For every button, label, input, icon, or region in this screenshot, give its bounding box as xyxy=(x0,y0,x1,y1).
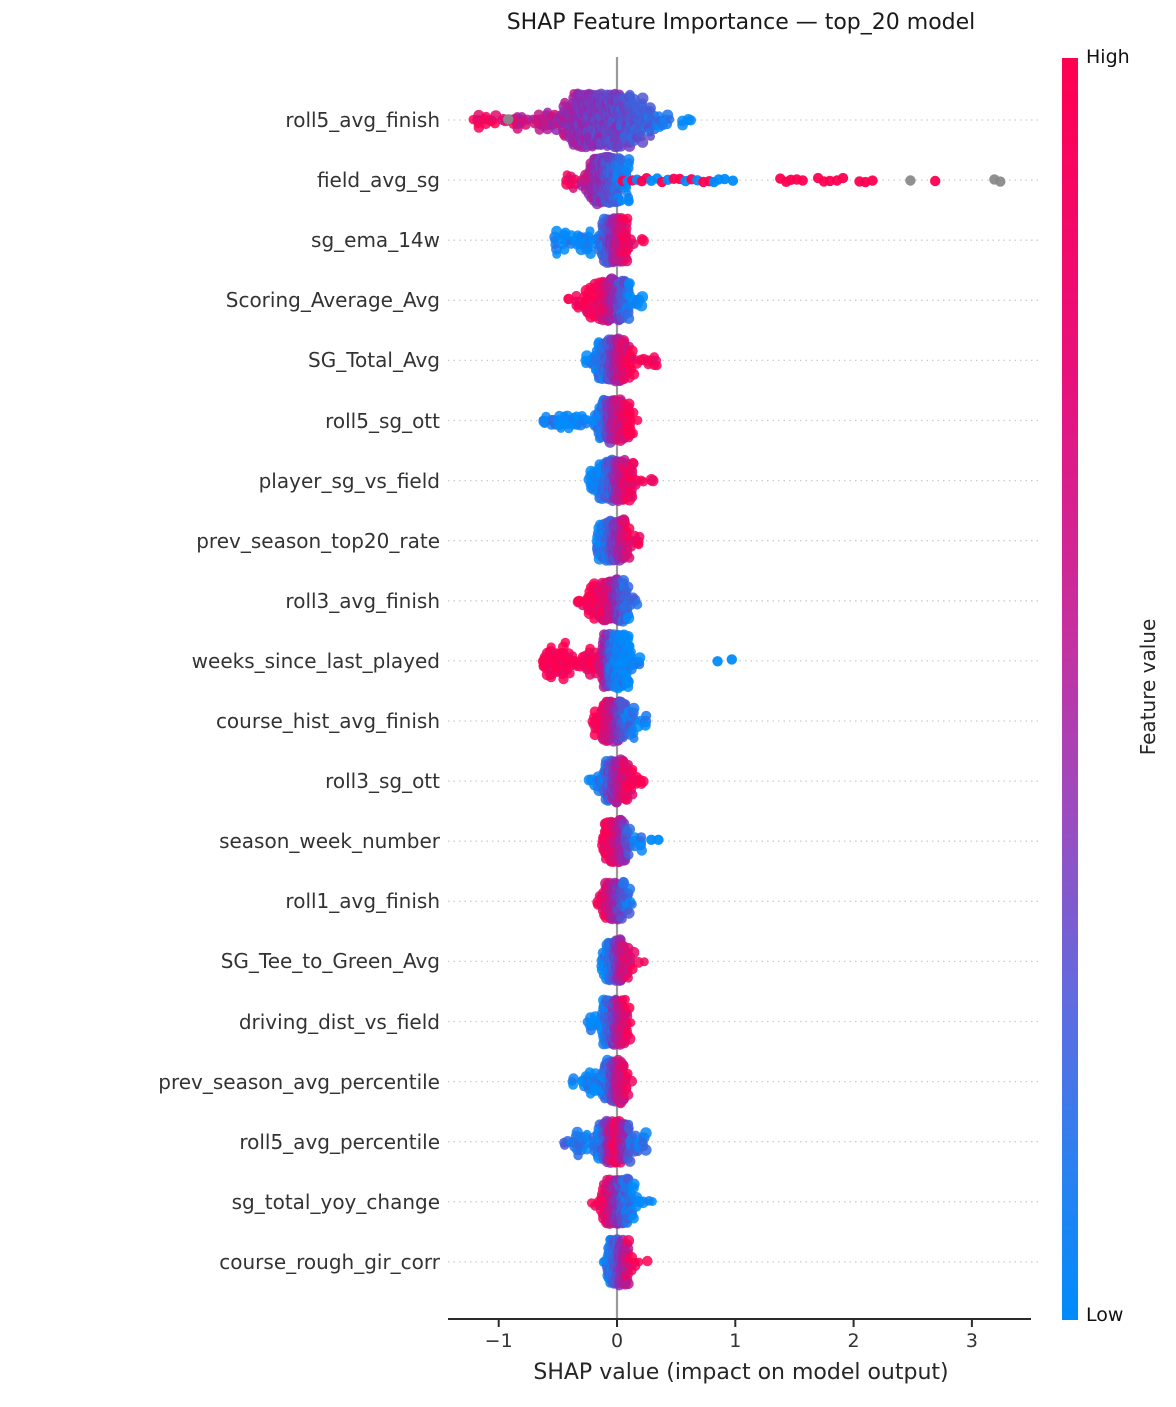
feature-label-field_avg_sg: field_avg_sg xyxy=(316,168,440,193)
outlier-dot xyxy=(797,175,808,186)
swarm-row-roll5_avg_percentile xyxy=(559,1115,652,1168)
feature-label-driving_dist_vs_field: driving_dist_vs_field xyxy=(238,1009,440,1034)
colorbar-title: Feature value xyxy=(1136,618,1160,756)
swarm-row-course_hist_avg_finish xyxy=(587,696,652,747)
outlier-dot xyxy=(653,834,664,845)
outlier-dot xyxy=(563,293,574,305)
swarm-row-roll3_avg_finish xyxy=(572,574,643,627)
feature-label-roll3_avg_finish: roll3_avg_finish xyxy=(285,588,440,613)
swarm-row-player_sg_vs_field xyxy=(583,454,659,507)
swarm-row-roll3_sg_ott xyxy=(583,754,649,808)
feature-label-roll5_avg_finish: roll5_avg_finish xyxy=(285,108,440,132)
outlier-dot xyxy=(867,175,878,186)
colorbar-low-label: Low xyxy=(1086,1304,1124,1326)
swarm-row-prev_season_top20_rate xyxy=(591,514,645,566)
x-axis-label: SHAP value (impact on model output) xyxy=(533,1360,949,1385)
feature-label-sg_total_yoy_change: sg_total_yoy_change xyxy=(231,1189,440,1214)
swarm-row-roll5_sg_ott xyxy=(538,394,643,448)
feature-label-course_rough_gir_corr: course_rough_gir_corr xyxy=(219,1249,440,1274)
chart-title: SHAP Feature Importance — top_20 model xyxy=(506,10,976,35)
feature-label-prev_season_top20_rate: prev_season_top20_rate xyxy=(196,528,440,553)
swarm-row-sg_total_yoy_change xyxy=(586,1173,657,1230)
feature-label-season_week_number: season_week_number xyxy=(219,829,440,854)
outlier-dot xyxy=(995,176,1006,187)
swarm-row-SG_Total_Avg xyxy=(580,333,662,387)
feature-label-prev_season_avg_percentile: prev_season_avg_percentile xyxy=(158,1069,440,1094)
swarm-row-driving_dist_vs_field xyxy=(582,994,636,1050)
swarm-row-roll5_avg_finish xyxy=(468,88,696,153)
outlier-dot xyxy=(503,114,514,125)
swarm-row-prev_season_avg_percentile xyxy=(567,1054,637,1109)
x-tick-label: 2 xyxy=(847,1330,860,1352)
feature-label-SG_Tee_to_Green_Avg: SG_Tee_to_Green_Avg xyxy=(220,949,440,974)
feature-label-roll1_avg_finish: roll1_avg_finish xyxy=(285,889,440,914)
feature-label-Scoring_Average_Avg: Scoring_Average_Avg xyxy=(225,288,440,313)
outlier-dot xyxy=(726,654,737,665)
outlier-dot xyxy=(837,172,849,184)
swarm-row-field_avg_sg xyxy=(561,151,1006,210)
swarm-row-SG_Tee_to_Green_Avg xyxy=(596,934,649,986)
swarm-row-roll1_avg_finish xyxy=(592,876,637,925)
feature-label-sg_ema_14w: sg_ema_14w xyxy=(311,228,440,253)
feature-label-player_sg_vs_field: player_sg_vs_field xyxy=(258,468,440,493)
feature-label-SG_Total_Avg: SG_Total_Avg xyxy=(308,348,440,373)
swarm-row-Scoring_Average_Avg xyxy=(563,273,649,326)
outlier-dot xyxy=(905,175,916,186)
outlier-dot xyxy=(719,173,730,185)
outlier-dot xyxy=(727,175,739,186)
swarm-row-weeks_since_last_played xyxy=(537,628,737,694)
outlier-dot xyxy=(712,656,723,667)
feature-label-course_hist_avg_finish: course_hist_avg_finish xyxy=(215,709,440,733)
feature-label-roll5_avg_percentile: roll5_avg_percentile xyxy=(239,1129,440,1154)
x-tick-label: −1 xyxy=(484,1330,513,1352)
feature-label-weeks_since_last_played: weeks_since_last_played xyxy=(191,648,440,673)
colorbar-gradient xyxy=(1062,58,1078,1320)
feature-label-roll5_sg_ott: roll5_sg_ott xyxy=(325,408,440,433)
x-tick-label: 0 xyxy=(610,1330,624,1352)
swarm-row-season_week_number xyxy=(597,814,664,868)
x-tick-label: 3 xyxy=(965,1330,978,1352)
outlier-dot xyxy=(930,175,941,187)
colorbar-high-label: High xyxy=(1086,46,1130,68)
swarm-row-sg_ema_14w xyxy=(549,213,649,268)
feature-label-roll3_sg_ott: roll3_sg_ott xyxy=(325,769,440,794)
x-tick-label: 1 xyxy=(729,1330,742,1352)
swarm-row-course_rough_gir_corr xyxy=(598,1234,653,1291)
